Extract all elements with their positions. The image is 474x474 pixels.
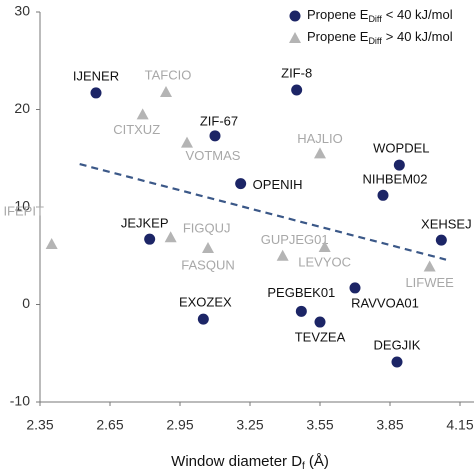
legend-label-end: < 40 kJ/mol bbox=[386, 7, 453, 22]
y-tick-label: -10 bbox=[10, 393, 30, 409]
x-tick-label: 2.35 bbox=[26, 417, 53, 433]
point-label: TAFCIO bbox=[145, 67, 192, 82]
x-axis-label: Window diameter Df (Å) bbox=[171, 453, 329, 472]
point bbox=[209, 130, 221, 142]
point bbox=[181, 136, 193, 148]
point-label: DEGJIK bbox=[374, 337, 421, 352]
x-axis-label-main: Window diameter D bbox=[171, 453, 302, 470]
point-label: OPENIH bbox=[253, 177, 303, 192]
legend-label-sub: Diff bbox=[368, 14, 382, 24]
point-label: NIHBEM02 bbox=[362, 172, 427, 187]
legend-marker bbox=[289, 32, 301, 43]
point bbox=[393, 159, 405, 171]
point bbox=[291, 84, 303, 96]
point-label: VOTMAS bbox=[186, 148, 241, 163]
point bbox=[164, 231, 177, 243]
point bbox=[45, 238, 58, 250]
point-label: CITXUZ bbox=[113, 122, 160, 137]
x-tick-label: 2.95 bbox=[166, 417, 193, 433]
point-label: TEVZEA bbox=[295, 329, 346, 344]
point-label: ZIF-8 bbox=[281, 65, 312, 80]
point bbox=[160, 85, 172, 97]
point-label: IFEPIT bbox=[3, 203, 44, 218]
point-label: ZIF-67 bbox=[200, 113, 238, 128]
point bbox=[423, 260, 436, 272]
point bbox=[435, 234, 447, 246]
legend-label-main: Propene E bbox=[307, 7, 369, 22]
legend-label: Propene EDiff > 40 kJ/mol bbox=[307, 29, 453, 46]
y-tick-label: 0 bbox=[22, 295, 30, 311]
x-tick-label: 4.15 bbox=[446, 417, 473, 433]
legend-label-end: > 40 kJ/mol bbox=[386, 29, 453, 44]
legend-label: Propene EDiff < 40 kJ/mol bbox=[307, 7, 453, 24]
point bbox=[197, 313, 209, 325]
point-label: XEHSEJ bbox=[421, 217, 472, 232]
point-label: PEGBEK01 bbox=[267, 285, 335, 300]
point bbox=[314, 316, 326, 328]
x-tick-label: 3.25 bbox=[236, 417, 263, 433]
point-label: EXOZEX bbox=[179, 295, 232, 310]
point-label: LIFWEE bbox=[405, 275, 454, 290]
point bbox=[136, 108, 149, 120]
point bbox=[295, 305, 307, 317]
point bbox=[318, 240, 331, 252]
point bbox=[235, 178, 247, 190]
point-label: GUPJEG01 bbox=[261, 232, 329, 247]
point-label: HAJLIO bbox=[297, 131, 343, 146]
point-label: FIGQUJ bbox=[183, 221, 231, 236]
point bbox=[144, 233, 156, 245]
x-tick-label: 3.85 bbox=[376, 417, 403, 433]
point bbox=[349, 282, 361, 294]
legend-marker bbox=[289, 10, 301, 22]
y-tick-label: 10 bbox=[14, 198, 30, 214]
x-axis-label-sub: f bbox=[302, 461, 305, 472]
trendline bbox=[79, 163, 447, 261]
x-tick-label: 2.65 bbox=[96, 417, 123, 433]
point-label: JEJKEP bbox=[121, 216, 169, 231]
point bbox=[377, 189, 389, 201]
point-label: RAVVOA01 bbox=[351, 295, 419, 310]
point-label: WOPDEL bbox=[373, 141, 429, 156]
point-label: LEVYOC bbox=[298, 254, 351, 269]
point bbox=[391, 356, 403, 368]
legend-label-sub: Diff bbox=[368, 36, 382, 46]
y-tick-label: 20 bbox=[14, 100, 30, 116]
x-axis-label-end: (Å) bbox=[309, 453, 329, 470]
x-tick-label: 3.55 bbox=[306, 417, 333, 433]
point bbox=[202, 241, 214, 253]
y-tick-label: 30 bbox=[14, 3, 30, 19]
point-label: IJENER bbox=[73, 68, 119, 83]
legend-label-main: Propene E bbox=[307, 29, 369, 44]
point bbox=[276, 249, 289, 261]
point bbox=[90, 87, 102, 99]
point bbox=[314, 147, 326, 159]
point-label: FASQUN bbox=[181, 257, 234, 272]
